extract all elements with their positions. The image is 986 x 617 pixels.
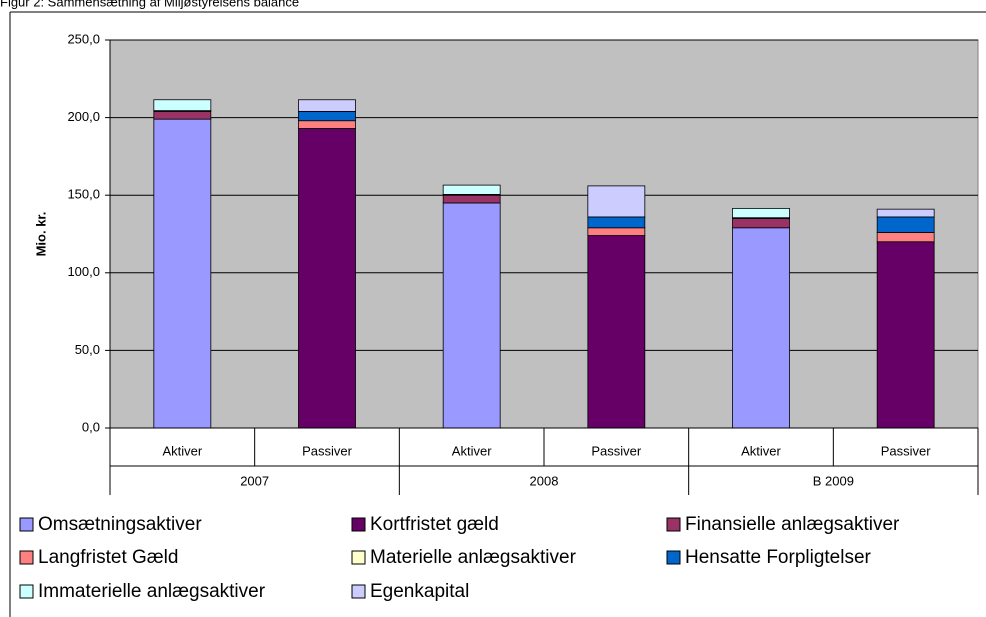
- legend-label: Langfristet Gæld: [38, 547, 178, 568]
- x-tick-label: Aktiver: [741, 443, 781, 458]
- x-tick-label: Passiver: [591, 443, 642, 458]
- x-tick-label: Aktiver: [162, 443, 202, 458]
- legend-swatch: [351, 517, 366, 532]
- y-tick-label: 50,0: [75, 342, 100, 357]
- x-tick-label: Passiver: [302, 443, 353, 458]
- bar-segment: [587, 235, 646, 429]
- legend-swatch: [666, 550, 681, 565]
- legend-swatch: [351, 584, 366, 599]
- group-label: B 2009: [813, 473, 854, 488]
- legend-swatch: [351, 550, 366, 565]
- y-tick-label: 0,0: [82, 419, 100, 434]
- bar-segment: [732, 207, 790, 219]
- legend-swatch: [19, 584, 34, 599]
- y-tick-label: 200,0: [67, 109, 100, 124]
- bar-segment: [442, 194, 501, 204]
- y-tick-label: 250,0: [67, 31, 100, 46]
- legend-swatch: [19, 517, 34, 532]
- bar-segment: [587, 227, 646, 236]
- group-label: 2007: [240, 473, 269, 488]
- bar-segment: [153, 99, 212, 112]
- bar-segment: [876, 208, 935, 218]
- legend-swatch: [19, 550, 34, 565]
- legend-swatch: [666, 517, 681, 532]
- x-tick-label: Aktiver: [452, 443, 492, 458]
- bar-segment: [442, 202, 501, 429]
- legend-label: Hensatte Forpligtelser: [685, 547, 872, 568]
- bar-segment: [876, 232, 935, 243]
- legend-label: Kortfristet gæld: [370, 514, 499, 535]
- bar-segment: [587, 185, 646, 218]
- legend-label: Materielle anlægsaktiver: [370, 547, 577, 568]
- group-label: 2008: [530, 473, 559, 488]
- legend-label: Omsætningsaktiver: [38, 514, 202, 535]
- bar-segment: [732, 227, 790, 429]
- y-tick-label: 100,0: [67, 264, 100, 279]
- y-tick-label: 150,0: [67, 187, 100, 202]
- bar-segment: [442, 184, 501, 195]
- x-tick-label: Passiver: [881, 443, 932, 458]
- bar-segment: [298, 128, 356, 429]
- chart-title: Figur 2: Sammensætning af Miljøstyrelsen…: [0, 0, 299, 9]
- bar-segment: [298, 99, 356, 112]
- bar-segment: [153, 110, 212, 120]
- y-axis-label: Mio. kr.: [33, 212, 48, 257]
- legend-label: Immaterielle anlægsaktiver: [38, 581, 266, 602]
- bar-segment: [298, 120, 356, 129]
- legend-label: Egenkapital: [370, 581, 469, 602]
- bar-segment: [732, 218, 790, 229]
- bar-segment: [298, 110, 356, 122]
- bar-segment: [876, 216, 935, 233]
- bar-segment: [876, 241, 935, 429]
- legend-label: Finansielle anlægsaktiver: [685, 514, 900, 535]
- plot-area: [109, 39, 979, 429]
- bar-segment: [153, 118, 212, 429]
- bar-segment: [587, 216, 646, 229]
